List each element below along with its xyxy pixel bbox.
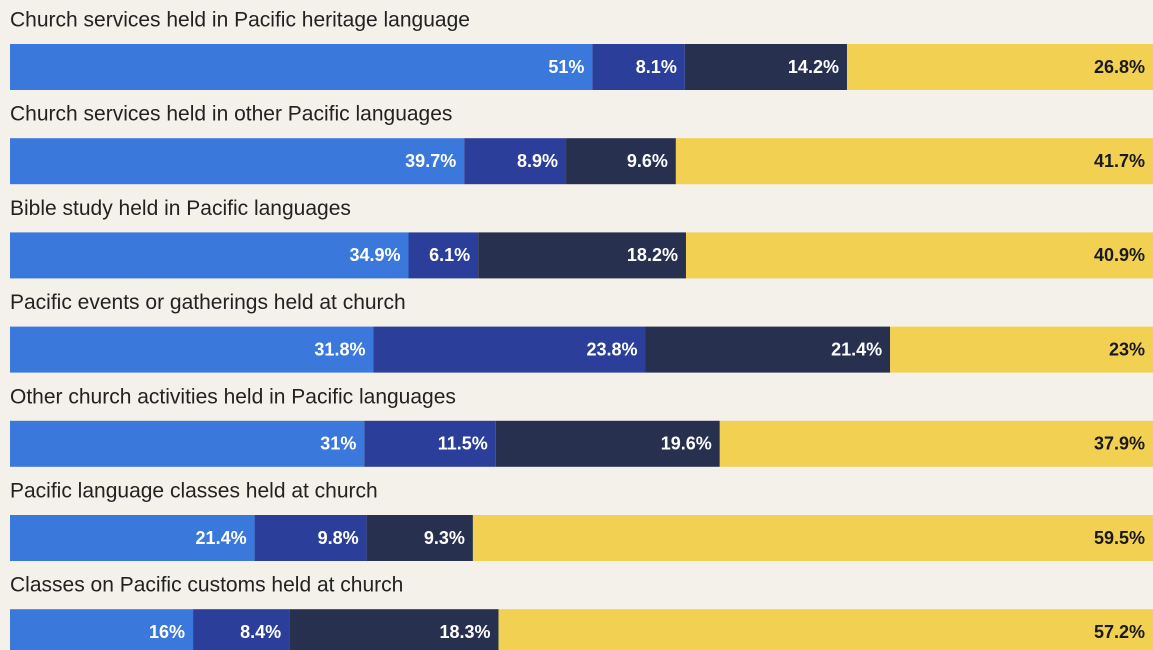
bar-segment [685,232,1153,279]
bar-segment [10,138,465,185]
value-label: 31% [320,434,356,454]
value-label: 57.2% [1094,622,1145,642]
category-label: Bible study held in Pacific languages [10,197,351,220]
bar-segment [645,326,891,373]
bar-segment [364,420,496,467]
value-label: 26.8% [1094,57,1145,77]
value-label: 23.8% [586,339,637,359]
value-label: 40.9% [1094,245,1145,265]
category-label: Church services held in other Pacific la… [10,103,452,126]
bar-segment [10,44,593,90]
value-label: 19.6% [661,434,712,454]
bar-segment [478,232,686,279]
value-label: 6.1% [429,245,470,265]
bar-segment [719,420,1153,467]
value-label: 16% [149,622,185,642]
bar-segment [464,138,567,185]
category-label: Pacific events or gatherings held at chu… [10,291,406,314]
category-label: Other church activities held in Pacific … [10,385,456,408]
bar-segment [10,232,409,279]
bar-segment [10,326,374,373]
value-label: 18.3% [440,622,491,642]
bar-segment [408,232,479,279]
bar-segment [289,609,499,650]
bar-segment [566,138,676,185]
value-label: 11.5% [438,434,488,454]
bar-segment [10,515,255,561]
bar-segment [373,326,646,373]
value-label: 41.7% [1094,151,1145,171]
bar-segment [498,609,1153,650]
value-label: 9.3% [424,528,465,548]
bar-segment [254,515,367,561]
value-label: 37.9% [1094,434,1145,454]
category-label: Classes on Pacific customs held at churc… [10,574,403,597]
bar-segment [890,326,1153,373]
bar-segment [495,420,720,467]
bar-segment [10,609,194,650]
value-label: 59.5% [1094,528,1145,548]
value-label: 8.4% [240,622,281,642]
bar-segment [472,515,1153,561]
value-label: 23% [1109,339,1145,359]
bar-segment [10,420,365,467]
value-label: 21.4% [831,339,882,359]
value-label: 8.1% [636,57,677,77]
value-label: 18.2% [627,245,678,265]
value-label: 34.9% [349,245,400,265]
bar-segment [846,44,1153,90]
category-label: Pacific language classes held at church [10,480,378,503]
value-label: 9.6% [627,151,668,171]
value-label: 51% [548,57,584,77]
category-label: Church services held in Pacific heritage… [10,9,470,32]
bar-segment [193,609,290,650]
bar-segment [592,44,685,90]
value-label: 8.9% [517,151,558,171]
value-label: 39.7% [405,151,456,171]
value-label: 31.8% [314,339,365,359]
value-label: 14.2% [788,57,839,77]
bar-segment [675,138,1153,185]
value-label: 9.8% [318,528,359,548]
bar-segment [684,44,847,90]
bar-segment [366,515,473,561]
value-label: 21.4% [196,528,247,548]
